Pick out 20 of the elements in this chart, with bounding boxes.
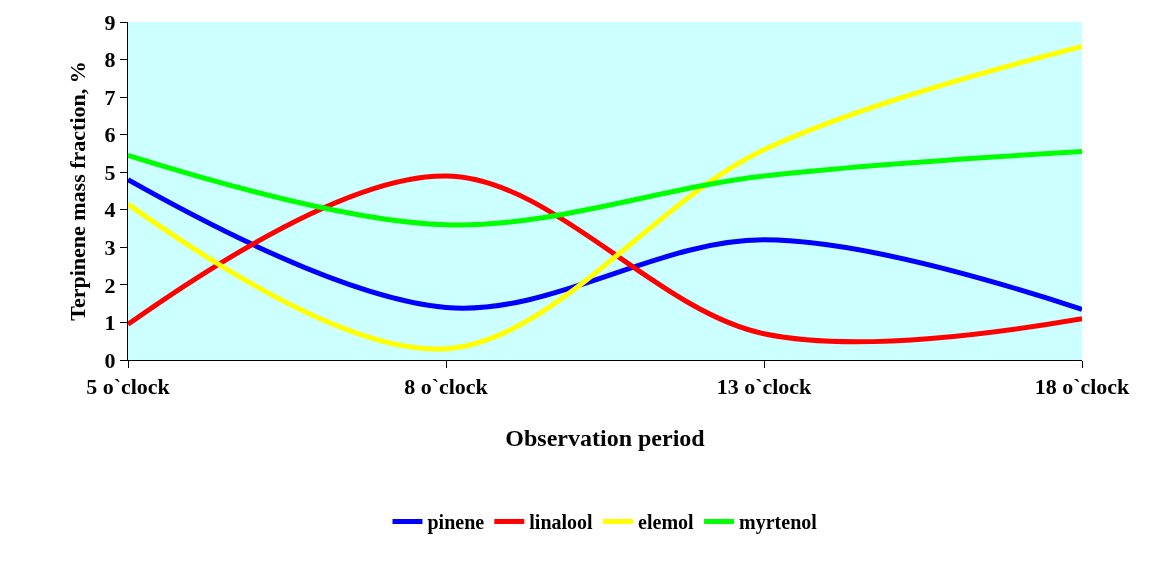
y-tick-label: 5 xyxy=(104,159,116,185)
x-tick-label: 13 o`clock xyxy=(716,374,813,400)
y-tick-label: 3 xyxy=(104,235,116,261)
y-tick-label: 7 xyxy=(104,84,116,110)
y-tick-label: 0 xyxy=(104,347,116,373)
legend-label: elemol xyxy=(638,511,695,534)
y-tick-label: 9 xyxy=(104,9,116,35)
x-tick-label: 18 o`clock xyxy=(1034,374,1131,400)
y-tick-label: 8 xyxy=(104,47,116,73)
legend-label: pinene xyxy=(427,511,485,535)
x-tick-label: 8 o`clock xyxy=(404,374,489,400)
y-tick-label: 4 xyxy=(104,197,116,223)
x-axis-title: Observation period xyxy=(505,424,706,451)
legend-label: myrtenol xyxy=(739,511,818,535)
y-tick-label: 1 xyxy=(104,310,116,336)
y-tick-label: 2 xyxy=(104,272,116,298)
y-tick-label: 6 xyxy=(104,122,116,148)
x-tick-label: 5 o`clock xyxy=(86,374,171,400)
legend-label: linalool xyxy=(529,511,594,534)
y-axis-title: Terpinene mass fraction, % xyxy=(65,61,91,321)
